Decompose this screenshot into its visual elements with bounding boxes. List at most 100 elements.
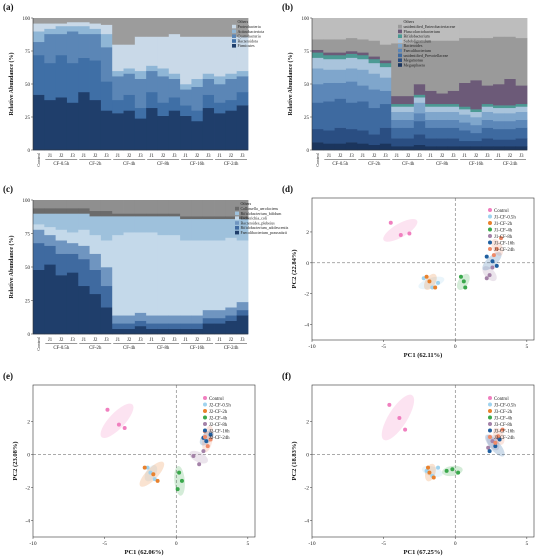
legend-marker	[488, 403, 492, 407]
x-tick-label: Control	[36, 152, 41, 167]
bar-segment	[335, 18, 347, 39]
x-tick-label: J1	[327, 154, 332, 159]
bar-segment	[516, 128, 528, 139]
x-tick-label: J3	[519, 154, 524, 159]
bar-segment	[203, 200, 215, 216]
data-point	[445, 469, 449, 473]
x-tick-label: J1	[497, 154, 502, 159]
bar-segment	[191, 315, 203, 323]
bar-segment	[323, 55, 335, 59]
bar-segment	[436, 93, 448, 104]
bar-segment	[459, 141, 471, 147]
legend-label: J1-CF-8h	[494, 235, 513, 240]
bar-segment	[425, 146, 437, 150]
bar-segment	[459, 146, 471, 150]
bar-segment	[516, 106, 528, 112]
bar-segment	[101, 216, 113, 240]
bar-segment	[391, 120, 403, 128]
bar-segment	[56, 97, 68, 150]
bar-segment	[346, 81, 358, 102]
bar-segment	[448, 128, 460, 139]
panel-letter: (d)	[282, 184, 293, 194]
bar-segment	[203, 73, 215, 79]
bar-segment	[203, 323, 215, 334]
x-tick-label: J3	[172, 154, 177, 159]
bar-segment	[516, 112, 528, 120]
bar-segment	[101, 110, 113, 150]
data-point	[427, 471, 431, 475]
data-point	[495, 264, 499, 268]
bar-segment	[90, 216, 102, 235]
bar-segment	[124, 323, 136, 329]
bar-segment	[44, 23, 56, 29]
data-point	[425, 275, 429, 279]
bar-segment	[169, 34, 181, 74]
group-label: CF-8h	[157, 346, 170, 351]
group-label: CF-24h	[224, 346, 239, 351]
bar-segment	[504, 113, 516, 121]
group-label: CF-0.5h	[53, 346, 69, 351]
x-tick-label: J3	[417, 154, 422, 159]
legend-swatch	[235, 212, 239, 216]
data-point	[201, 449, 205, 453]
bar-segment	[436, 138, 448, 146]
bar-segment	[191, 36, 203, 79]
x-tick-label: J1	[184, 154, 189, 159]
data-point	[151, 472, 155, 476]
bar-segment	[157, 323, 169, 329]
legend-marker	[203, 403, 207, 407]
data-point	[397, 416, 401, 420]
bar-segment	[470, 80, 482, 109]
bar-segment	[90, 270, 102, 294]
bar-segment	[237, 310, 249, 316]
bar-segment	[214, 318, 226, 324]
bar-segment	[67, 272, 79, 334]
legend-marker	[488, 416, 492, 420]
y-tick-label: -2	[304, 485, 309, 491]
bar-segment	[135, 79, 147, 108]
bar-segment	[146, 213, 158, 216]
x-tick-label: J1	[82, 154, 87, 159]
bar-segment	[203, 219, 215, 241]
bar-segment	[493, 129, 505, 140]
bar-segment	[237, 76, 249, 92]
bar-segment	[56, 240, 68, 254]
data-point	[450, 467, 454, 471]
x-tick-label: J1	[395, 154, 400, 159]
bar-segment	[493, 139, 505, 146]
bar-segment	[237, 302, 249, 310]
data-point	[490, 265, 494, 269]
data-point	[485, 255, 489, 259]
legend-swatch	[398, 63, 402, 67]
bar-segment	[44, 18, 56, 24]
legend-marker	[488, 409, 492, 413]
bar-segment	[391, 96, 403, 104]
bar-segment	[157, 315, 169, 323]
bar-segment	[157, 18, 169, 37]
x-tick-label: J2	[93, 338, 98, 343]
legend-swatch	[398, 44, 402, 48]
bar-segment	[459, 114, 471, 122]
legend-marker	[488, 215, 492, 219]
x-axis-label: PC1 (67.25%)	[404, 549, 443, 556]
bar-segment	[78, 208, 90, 214]
bar-segment	[380, 143, 392, 150]
data-point	[156, 479, 160, 483]
bar-segment	[33, 208, 45, 214]
bar-segment	[146, 92, 158, 108]
data-point	[177, 471, 181, 475]
legend-label: J1-CF-16h	[494, 242, 515, 247]
y-tick-label: 100	[23, 199, 31, 204]
bar-segment	[237, 315, 249, 334]
bar-segment	[112, 213, 124, 216]
x-tick-label: J1	[82, 338, 87, 343]
bar-segment	[157, 102, 169, 116]
bar-segment	[237, 240, 249, 302]
data-point	[490, 259, 494, 263]
y-tick-label: -2	[25, 485, 30, 491]
bar-segment	[504, 18, 516, 37]
bar-segment	[180, 89, 192, 105]
bar-segment	[33, 270, 45, 335]
bar-segment	[180, 315, 192, 323]
bar-segment	[335, 83, 347, 99]
